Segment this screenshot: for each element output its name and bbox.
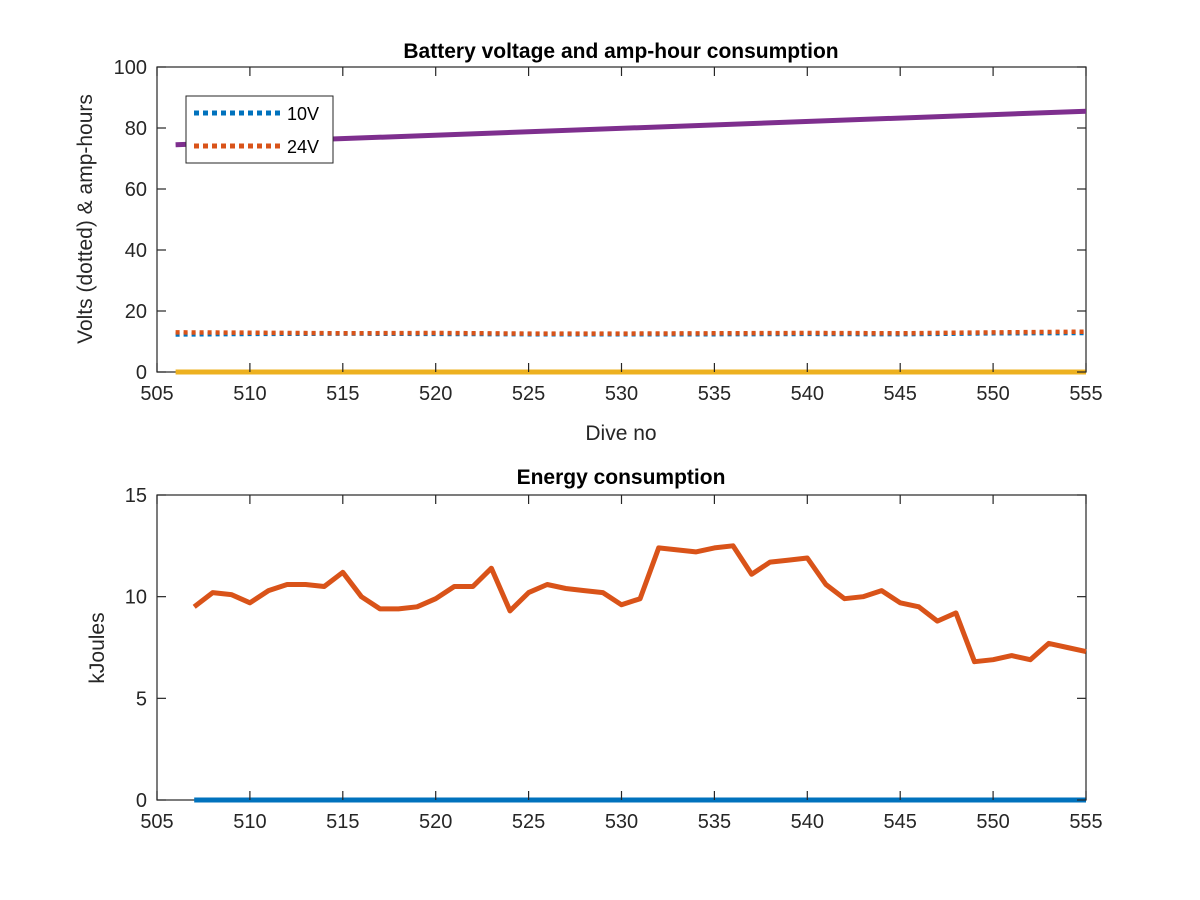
y-tick-label: 0 — [136, 362, 147, 384]
x-tick-label: 530 — [605, 383, 638, 405]
x-tick-label: 550 — [976, 383, 1009, 405]
x-tick-label: 555 — [1069, 811, 1102, 833]
x-tick-label: 505 — [140, 811, 173, 833]
x-tick-label: 540 — [791, 811, 824, 833]
y-axis-label: Volts (dotted) & amp-hours — [74, 94, 97, 344]
y-axis-label: kJoules — [86, 612, 109, 683]
x-tick-label: 540 — [791, 383, 824, 405]
x-tick-label: 545 — [884, 811, 917, 833]
x-tick-label: 520 — [419, 383, 452, 405]
ticks-layer: 505 510 515 520 525 530 535 540 545 550 555 0 20 40 60… — [114, 57, 1103, 405]
y-tick-label: 80 — [125, 118, 147, 140]
x-tick-label: 510 — [233, 383, 266, 405]
x-tick-label: 535 — [698, 811, 731, 833]
legend-label-24v: 24V — [287, 137, 319, 157]
series-line-1 — [192, 543, 1087, 665]
x-tick-label: 525 — [512, 383, 545, 405]
y-tick-label: 5 — [136, 688, 147, 710]
y-tick-label: 100 — [114, 57, 147, 79]
y-tick-label: 60 — [125, 179, 147, 201]
chart-title: Energy consumption — [517, 466, 726, 489]
x-tick-label: 555 — [1069, 383, 1102, 405]
x-tick-label: 505 — [140, 383, 173, 405]
x-tick-label: 515 — [326, 383, 359, 405]
legend: 10V 24V — [185, 95, 334, 164]
y-tick-label: 0 — [136, 790, 147, 812]
y-tick-label: 10 — [125, 587, 147, 609]
voltage-amphour-axes: 505 510 515 520 525 530 535 540 545 550 555 0 20 40 60… — [74, 40, 1103, 445]
y-tick-label: 40 — [125, 240, 147, 262]
x-tick-label: 530 — [605, 811, 638, 833]
x-tick-label: 545 — [884, 383, 917, 405]
legend-box — [185, 95, 334, 164]
y-tick-label: 20 — [125, 301, 147, 323]
axes-box — [156, 494, 1087, 801]
x-tick-label: 550 — [976, 811, 1009, 833]
energy-axes: 505 510 515 520 525 530 535 540 545 550 555051015 … — [86, 466, 1103, 833]
chart-title: Battery voltage and amp-hour consumption — [403, 40, 838, 63]
x-axis-label: Dive no — [585, 422, 656, 445]
x-tick-label: 525 — [512, 811, 545, 833]
legend-label-10v: 10V — [287, 104, 319, 124]
x-tick-label: 515 — [326, 811, 359, 833]
x-tick-label: 520 — [419, 811, 452, 833]
series-line-24v — [175, 329, 1087, 336]
x-tick-label: 535 — [698, 383, 731, 405]
y-tick-label: 15 — [125, 485, 147, 507]
x-tick-label: 510 — [233, 811, 266, 833]
series-layer — [192, 543, 1087, 803]
